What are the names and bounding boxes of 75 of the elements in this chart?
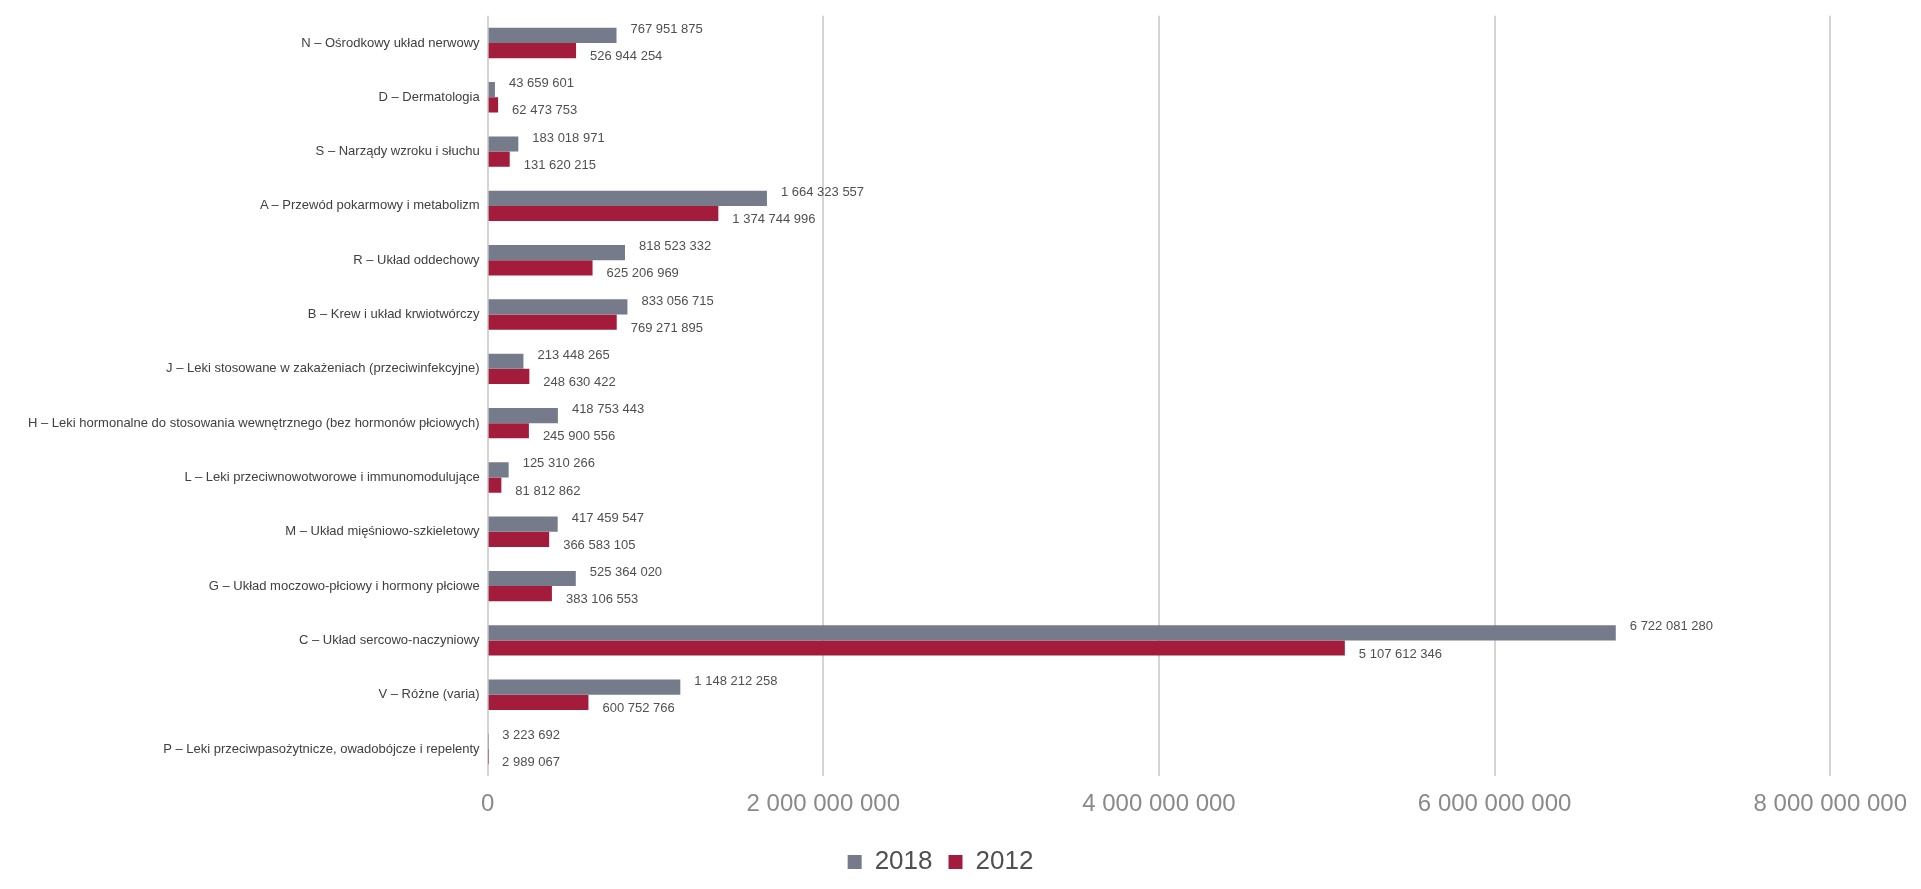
y-tick-label: P – Leki przeciwpasożytnicze, owadobójcze i repelenty	[163, 740, 481, 756]
bar	[488, 314, 617, 330]
data-label: 600 752 766	[602, 699, 675, 715]
data-label: 81 812 862	[515, 482, 581, 498]
data-label: 526 944 254	[590, 48, 663, 64]
x-tick-label: 2 000 000 000	[746, 789, 901, 817]
data-label: 245 900 556	[542, 428, 616, 444]
data-label: 125 310 266	[522, 455, 595, 471]
y-tick-label: V – Różne (varia)	[378, 686, 480, 702]
data-label: 769 271 895	[630, 319, 704, 335]
data-label: 1 374 744 996	[732, 211, 816, 227]
bar	[488, 299, 628, 315]
y-tick-label: C – Układ sercowo-naczyniowy	[299, 631, 481, 647]
bar	[488, 625, 1616, 641]
bar	[488, 694, 589, 710]
data-label: 525 364 020	[589, 564, 663, 580]
y-tick-label: D – Dermatologia	[378, 88, 481, 104]
y-tick-label: G – Układ moczowo-płciowy i hormony płciowe	[208, 577, 480, 593]
x-tick-label: 8 000 000 000	[1753, 789, 1907, 817]
data-label: 366 583 105	[563, 536, 636, 552]
bar	[488, 640, 1345, 656]
bar	[488, 368, 530, 385]
bar	[488, 516, 558, 532]
y-tick-label: J – Leki stosowane w zakażeniach (przeciwinfekcyjne)	[166, 360, 480, 376]
data-label: 767 951 875	[630, 20, 703, 36]
x-tick-label: 0	[480, 789, 495, 817]
data-label: 383 106 553	[565, 591, 639, 607]
bar	[488, 136, 519, 152]
bar	[488, 190, 767, 206]
bar	[488, 477, 502, 493]
y-tick-label: S – Narządy wzroku i słuchu	[315, 143, 480, 159]
x-tick-label: 4 000 000 000	[1082, 789, 1236, 817]
bar	[488, 423, 529, 439]
data-label: 248 630 422	[543, 374, 616, 390]
y-tick-label: N – Ośrodkowy układ nerwowy	[301, 34, 481, 50]
data-label: 5 107 612 346	[1358, 645, 1442, 661]
y-tick-label: H – Leki hormonalne do stosowania wewnętrznego (bez hormonów płciowych)	[28, 414, 480, 430]
data-label: 3 223 692	[502, 727, 561, 743]
bar	[488, 586, 552, 602]
bar	[488, 462, 509, 478]
bar	[488, 531, 550, 547]
data-label: 625 206 969	[606, 265, 679, 281]
bar	[488, 260, 593, 276]
data-label: 6 722 081 280	[1629, 618, 1713, 634]
legend-label: 2018	[874, 845, 933, 876]
bar	[488, 82, 495, 98]
bar	[488, 679, 681, 695]
data-label: 43 659 601	[508, 75, 575, 91]
bar	[488, 570, 576, 587]
data-label: 417 459 547	[571, 509, 644, 525]
bar	[488, 42, 577, 59]
y-tick-label: B – Krew i układ krwiotwórczy	[307, 306, 481, 322]
data-label: 833 056 715	[641, 292, 714, 308]
legend-label: 2012	[975, 845, 1034, 876]
bar	[488, 245, 625, 261]
bar	[488, 353, 524, 369]
y-tick-label: A – Przewód pokarmowy i metabolizm	[259, 197, 480, 213]
data-label: 183 018 971	[532, 129, 605, 145]
data-label: 418 753 443	[571, 401, 645, 417]
data-label: 1 148 212 258	[694, 672, 778, 688]
bar	[488, 27, 617, 43]
data-label: 131 620 215	[523, 156, 597, 172]
data-label: 62 473 753	[512, 102, 578, 118]
data-label: 2 989 067	[502, 754, 560, 770]
bar	[488, 407, 558, 424]
y-tick-label: R – Układ oddechowy	[353, 251, 481, 267]
y-tick-label: L – Leki przeciwnowotworowe i immunomodulujące	[184, 469, 480, 485]
data-label: 1 664 323 557	[780, 183, 865, 199]
y-tick-label: M – Układ mięśniowo-szkieletowy	[285, 523, 481, 539]
bar	[488, 205, 719, 222]
bar	[488, 97, 499, 113]
data-label: 818 523 332	[639, 238, 712, 254]
bar	[488, 151, 510, 167]
data-label: 213 448 265	[537, 346, 610, 362]
x-tick-label: 6 000 000 000	[1417, 789, 1572, 817]
